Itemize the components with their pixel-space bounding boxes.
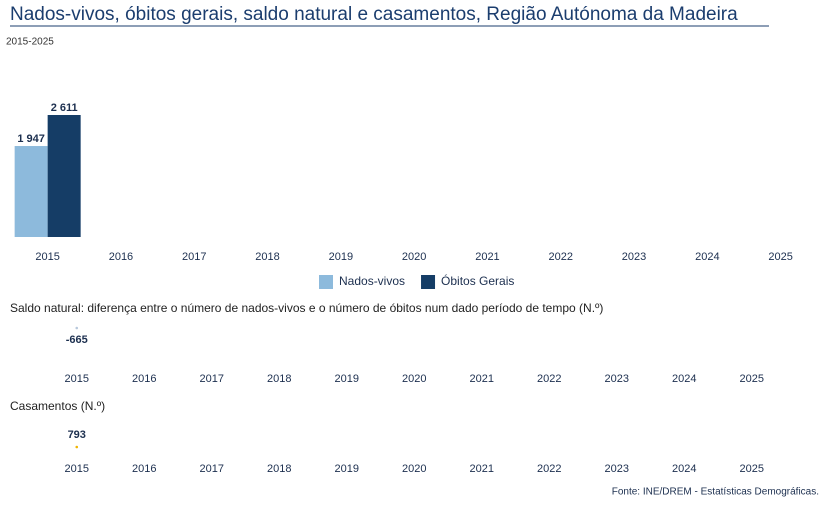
x-tick-label: 2019 [329,251,353,263]
point [75,445,79,449]
x-tick-label: 2016 [132,373,156,385]
x-tick-label: 2023 [622,251,646,263]
x-tick-label: 2020 [402,373,426,385]
x-tick-label: 2016 [132,463,156,475]
x-tick-label: 2025 [740,463,764,475]
bar [47,115,81,237]
legend-swatch [319,275,333,289]
x-tick-label: 2022 [549,251,573,263]
point [75,326,79,330]
source: Fonte: INE/DREM - Estatísticas Demográfi… [612,487,819,498]
x-tick-label: 2022 [537,373,561,385]
x-tick-label: 2021 [470,373,494,385]
x-tick-label: 2022 [537,463,561,475]
x-tick-label: 2019 [335,373,359,385]
x-tick-label: 2018 [267,373,291,385]
bar [14,146,48,237]
x-tick-label: 2018 [255,251,279,263]
x-tick-label: 2016 [109,251,133,263]
x-tick-label: 2017 [200,463,224,475]
x-tick-label: 2018 [267,463,291,475]
x-tick-label: 2019 [335,463,359,475]
chart-title: Saldo natural: diferença entre o número … [10,301,603,315]
x-tick-label: 2015 [35,251,59,263]
value-label: 2 611 [51,102,78,114]
x-tick-label: 2024 [695,251,719,263]
x-tick-label: 2015 [65,463,89,475]
x-tick-label: 2017 [200,373,224,385]
page-title: Nados-vivos, óbitos gerais, saldo natura… [10,4,738,25]
x-tick-label: 2020 [402,463,426,475]
x-tick-label: 2025 [768,251,792,263]
value-label: -665 [66,334,88,346]
chart-title: Casamentos (N.º) [10,399,105,413]
legend-label: Nados-vivos [339,274,405,288]
x-tick-label: 2023 [605,463,629,475]
x-tick-label: 2020 [402,251,426,263]
subtitle: 2015-2025 [6,37,54,48]
legend-label: Óbitos Gerais [441,273,514,288]
legend-swatch [421,275,436,289]
x-tick-label: 2023 [605,373,629,385]
x-tick-label: 2025 [740,373,764,385]
x-tick-label: 2021 [470,463,494,475]
x-tick-label: 2015 [65,373,89,385]
x-tick-label: 2024 [672,463,696,475]
x-tick-label: 2017 [182,251,206,263]
value-label: 793 [68,429,86,441]
x-tick-label: 2021 [475,251,499,263]
value-label: 1 947 [17,133,45,145]
x-tick-label: 2024 [672,373,696,385]
